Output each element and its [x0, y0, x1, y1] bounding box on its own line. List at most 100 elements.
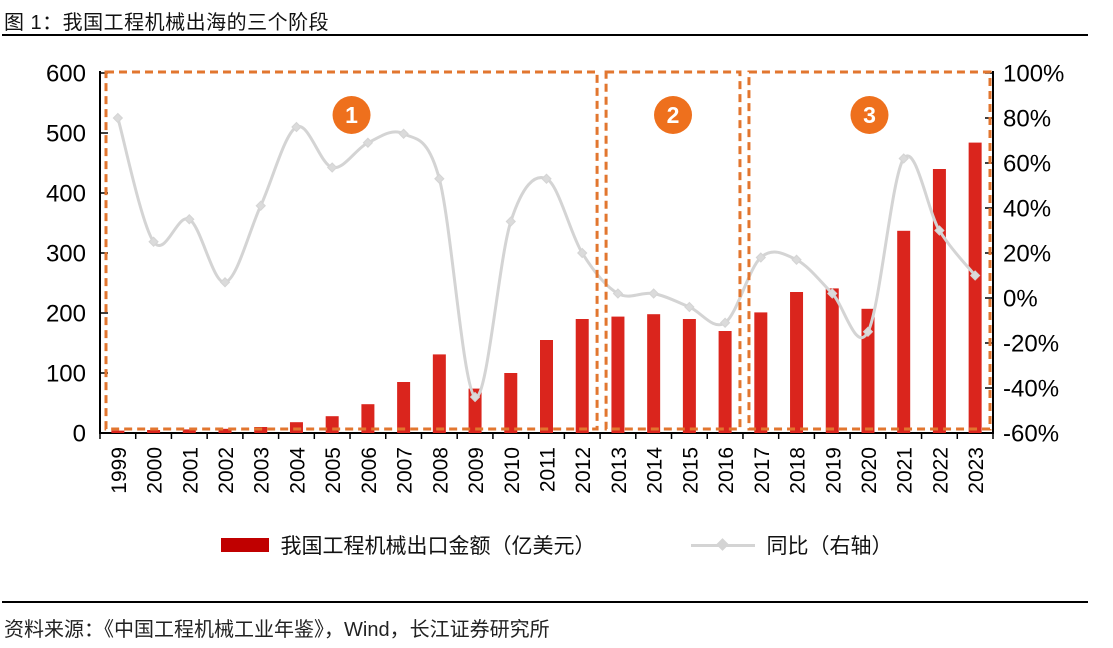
bar-2019: [825, 288, 839, 433]
yoy-marker-2003: [255, 200, 266, 211]
year-label-2009: 2009: [465, 447, 488, 494]
right-axis-label: 100%: [1003, 60, 1064, 87]
yoy-marker-2014: [648, 288, 659, 299]
year-label-2006: 2006: [358, 447, 381, 494]
yoy-marker-2021: [898, 153, 909, 164]
bar-1999: [111, 430, 125, 433]
year-label-2021: 2021: [894, 447, 917, 494]
yoy-marker-2016: [719, 317, 731, 328]
yoy-marker-2004: [291, 121, 302, 133]
phase-badge-number-2: 2: [667, 102, 680, 128]
chart-legend: 我国工程机械出口金额（亿美元） 同比（右轴）: [0, 530, 1113, 560]
bar-2010: [504, 373, 518, 433]
left-axis-label: 200: [46, 300, 86, 327]
bar-2017: [754, 312, 768, 433]
bar-2015: [682, 319, 696, 433]
bar-2008: [432, 354, 446, 433]
year-label-1999: 1999: [108, 447, 131, 494]
phase-box-2: [604, 70, 742, 431]
phase-badge-number-3: 3: [863, 102, 876, 128]
yoy-marker-2020: [862, 326, 874, 337]
year-label-2005: 2005: [322, 447, 345, 494]
left-axis-label: 600: [46, 60, 86, 87]
year-label-2003: 2003: [251, 447, 274, 494]
right-axis-label: 0%: [1003, 285, 1038, 312]
phase-badge-1: [332, 96, 371, 134]
yoy-marker-2013: [612, 288, 624, 299]
phase-box-1: [104, 70, 599, 431]
year-label-2018: 2018: [787, 447, 810, 494]
year-label-2007: 2007: [394, 447, 417, 494]
year-label-2008: 2008: [429, 447, 452, 494]
left-axis-label: 100: [46, 360, 86, 387]
year-label-2019: 2019: [822, 447, 845, 494]
right-axis-label: 80%: [1003, 105, 1051, 132]
yoy-marker-2017: [755, 252, 767, 263]
source-note: 资料来源：《中国工程机械工业年鉴》，Wind，长江证券研究所: [4, 619, 550, 641]
bar-2012: [575, 319, 589, 433]
bar-2021: [897, 230, 911, 433]
phase-annotations: 1 2 3: [104, 70, 992, 431]
bar-2020: [861, 308, 875, 433]
yoy-line: [116, 116, 977, 399]
year-label-2023: 2023: [965, 447, 988, 494]
phase-badge-2: [654, 96, 693, 134]
yoy-line-series: [112, 112, 981, 403]
year-label-2004: 2004: [286, 447, 309, 494]
yoy-marker-1999: [112, 112, 124, 124]
diamond-marker-icon: [715, 537, 729, 551]
right-axis-label: -20%: [1003, 330, 1059, 357]
right-axis-label: -40%: [1003, 375, 1059, 402]
bar-2014: [647, 314, 661, 433]
bar-2006: [361, 404, 375, 433]
phase-box-3: [747, 70, 992, 431]
right-axis-label: 60%: [1003, 150, 1051, 177]
bar-2016: [718, 331, 732, 433]
year-label-2022: 2022: [929, 447, 952, 494]
bar-2000: [147, 430, 161, 433]
yoy-marker-2005: [326, 162, 338, 173]
yoy-marker-2008: [434, 173, 445, 184]
year-label-2013: 2013: [608, 447, 631, 494]
yoy-marker-2019: [827, 288, 838, 299]
right-axis-label: 20%: [1003, 240, 1051, 267]
left-axis-label: 0: [73, 420, 86, 447]
yoy-marker-2011: [541, 173, 552, 184]
year-label-2000: 2000: [144, 447, 167, 494]
right-axis-label: -60%: [1003, 420, 1059, 447]
yoy-marker-2012: [577, 247, 588, 259]
yoy-marker-2010: [505, 216, 516, 227]
left-axis-label: 500: [46, 120, 86, 147]
year-label-2016: 2016: [715, 447, 738, 494]
export-bars: [111, 142, 982, 433]
yoy-marker-2000: [148, 236, 159, 247]
year-label-2017: 2017: [751, 447, 774, 494]
bar-2018: [790, 292, 804, 433]
bar-series-swatch: [220, 538, 269, 552]
x-axis-labels: 1999 2000 2001 2002 2003 2004 2005 2006 2007 2008…: [108, 447, 988, 494]
bar-2022: [932, 169, 946, 433]
year-label-2010: 2010: [501, 447, 524, 494]
bar-2007: [397, 382, 411, 433]
year-label-2015: 2015: [679, 447, 702, 494]
axes: 0 100 200 300 400 500 600 -60% -40% -20% 0% 20% 40% 6…: [46, 60, 1064, 447]
yoy-marker-2015: [684, 301, 695, 313]
year-label-2020: 2020: [858, 447, 881, 494]
yoy-marker-2018: [791, 254, 802, 265]
bar-2011: [540, 340, 553, 433]
left-axis-label: 400: [46, 180, 86, 207]
bottom-divider: [2, 601, 1088, 603]
phase-badge-3: [850, 96, 889, 134]
bar-series-label: 我国工程机械出口金额（亿美元）: [280, 535, 596, 558]
legend-item-yoy: 同比（右轴）: [690, 530, 893, 560]
right-axis-label: 40%: [1003, 195, 1051, 222]
line-series-label: 同比（右轴）: [766, 535, 893, 558]
year-label-2001: 2001: [179, 447, 202, 494]
yoy-marker-2023: [969, 270, 981, 281]
year-label-2011: 2011: [537, 447, 560, 492]
legend-item-exports: 我国工程机械出口金额（亿美元）: [220, 530, 596, 560]
phase-badge-number-1: 1: [345, 102, 358, 128]
yoy-marker-2022: [934, 225, 945, 236]
yoy-marker-2009: [469, 391, 481, 403]
